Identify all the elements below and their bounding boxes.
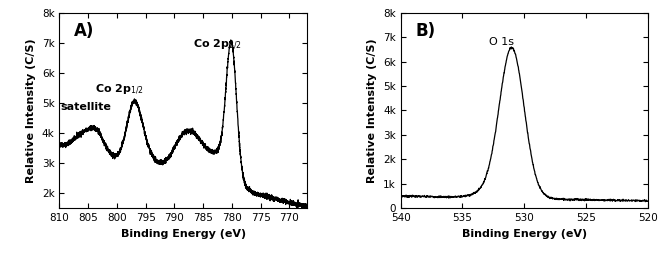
Text: Co 2p$_{1/2}$: Co 2p$_{1/2}$ — [95, 83, 144, 97]
Text: Co 2p$_{3/2}$: Co 2p$_{3/2}$ — [193, 38, 242, 52]
Text: A): A) — [74, 23, 95, 40]
X-axis label: Binding Energy (eV): Binding Energy (eV) — [461, 229, 587, 239]
X-axis label: Binding Energy (eV): Binding Energy (eV) — [120, 229, 246, 239]
Y-axis label: Relative Intensity (C/S): Relative Intensity (C/S) — [26, 38, 36, 183]
Text: O 1s: O 1s — [489, 37, 514, 47]
Y-axis label: Relative Intensity (C/S): Relative Intensity (C/S) — [368, 38, 377, 183]
Text: B): B) — [415, 23, 436, 40]
Text: satellite: satellite — [60, 102, 111, 112]
